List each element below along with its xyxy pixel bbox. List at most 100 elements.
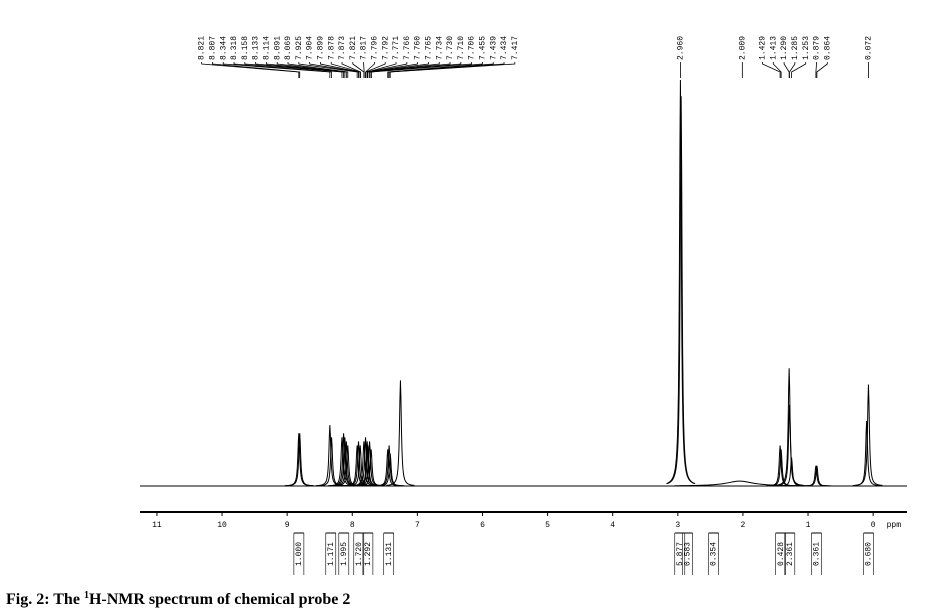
- peak: [386, 380, 415, 486]
- x-tick-label: 4: [610, 521, 615, 530]
- peak-label: 7.417: [511, 36, 520, 60]
- peak-label-connector: [244, 62, 343, 78]
- peak-label-connector: [222, 62, 331, 78]
- integral-label: 2.361: [786, 542, 795, 566]
- peak-label-connector: [266, 62, 346, 78]
- peak-label: 8.069: [284, 36, 293, 60]
- integral-label: 1.000: [295, 542, 304, 566]
- peak-label: 7.792: [381, 36, 390, 60]
- peak-label-connector: [298, 62, 358, 78]
- x-tick-label: 0: [871, 521, 876, 530]
- x-tick-label: 3: [675, 521, 680, 530]
- peak-label: 8.091: [273, 36, 282, 60]
- integral-label: 0.354: [710, 542, 719, 566]
- peak-label-connector: [212, 62, 301, 78]
- x-tick-label: 6: [480, 521, 485, 530]
- peak-label: 7.760: [414, 36, 423, 60]
- peak-label: 0.864: [823, 36, 832, 60]
- caption: Fig. 2: The 1H-NMR spectrum of chemical …: [6, 590, 350, 608]
- peak-label-connector: [320, 62, 360, 78]
- peak-label-connector: [276, 62, 347, 78]
- x-tick-label: 1: [806, 521, 811, 530]
- peak-label: 8.114: [263, 36, 272, 60]
- peak-label: 7.796: [371, 36, 380, 60]
- peak-label: 7.821: [349, 36, 358, 60]
- integral-label: 0.680: [865, 542, 874, 566]
- peak-label: 7.904: [306, 36, 315, 60]
- peak-label: 8.344: [219, 36, 228, 60]
- peak-label-connector: [233, 62, 332, 78]
- peak-label-connector: [389, 62, 516, 78]
- peak-label: 0.879: [813, 36, 822, 60]
- peak-label: 1.429: [759, 36, 768, 60]
- peak-label-connector: [815, 62, 817, 78]
- peak: [767, 449, 796, 487]
- integral-label: 1.292: [364, 542, 373, 566]
- peak-label: 8.158: [241, 36, 250, 60]
- integral-label: 0.361: [813, 542, 822, 566]
- peak-label-connector: [201, 62, 300, 78]
- peak-label-connector: [387, 62, 483, 78]
- x-tick-label: 10: [217, 521, 227, 530]
- peak-label-connector: [783, 62, 790, 78]
- peak-label: 1.413: [769, 36, 778, 60]
- peak-label: 7.878: [327, 36, 336, 60]
- peak-label: 0.072: [865, 36, 874, 60]
- peak-label: 7.434: [500, 36, 509, 60]
- integral-label: 1.131: [385, 542, 394, 566]
- peak-label: 7.925: [295, 36, 304, 60]
- x-tick-label: 2: [741, 521, 746, 530]
- peak-label: 7.730: [446, 36, 455, 60]
- peak-label: 7.455: [479, 36, 488, 60]
- integral-label: 1.995: [340, 542, 349, 566]
- x-tick-label: 11: [152, 521, 162, 530]
- peak-label: 1.253: [802, 36, 811, 60]
- peak-label-connector: [365, 62, 386, 78]
- peak-label-connector: [255, 62, 345, 78]
- x-tick-label: 8: [350, 521, 355, 530]
- peak-label-connector: [816, 62, 828, 78]
- peak-label: 7.734: [435, 36, 444, 60]
- peak-label: 1.285: [791, 36, 800, 60]
- x-unit-label: ppm: [887, 521, 902, 530]
- peak-label-connector: [762, 62, 781, 78]
- peak-label: 8.807: [209, 36, 218, 60]
- caption-rest: H-NMR spectrum of chemical probe 2: [89, 591, 350, 608]
- peak-label: 2.960: [677, 36, 686, 60]
- peak-label: 7.706: [468, 36, 477, 60]
- x-tick-label: 5: [545, 521, 550, 530]
- x-tick-label: 7: [415, 521, 420, 530]
- peak-label-connector: [341, 62, 361, 78]
- peak-label: 7.439: [489, 36, 498, 60]
- caption-superscript: 1: [84, 590, 89, 601]
- peak-label-connector: [371, 62, 473, 78]
- peak-label: 7.899: [317, 36, 326, 60]
- peak-label: 8.821: [198, 36, 207, 60]
- peak-label-connector: [791, 62, 807, 78]
- peak: [802, 465, 831, 487]
- integral-label: 1.720: [355, 542, 364, 566]
- integral-label: 0.428: [777, 542, 786, 566]
- peak: [285, 433, 314, 487]
- peak: [777, 457, 806, 487]
- peak-label-connector: [369, 62, 451, 78]
- peak-label: 7.766: [403, 36, 412, 60]
- peak: [376, 453, 405, 487]
- peak-label: 8.133: [252, 36, 261, 60]
- peak-label-connector: [363, 62, 365, 78]
- peak: [666, 96, 696, 485]
- peak-label: 1.290: [780, 36, 789, 60]
- peak-label: 7.710: [457, 36, 466, 60]
- peak-label-connector: [367, 62, 429, 78]
- peak-label-connector: [287, 62, 349, 78]
- integral-label: 1.171: [327, 542, 336, 566]
- peak-label: 7.873: [338, 36, 347, 60]
- peak-label: 7.771: [392, 36, 401, 60]
- caption-prefix: Fig. 2: The: [6, 591, 84, 608]
- integral-label: 5.877: [676, 542, 685, 566]
- peak: [854, 384, 883, 486]
- peak-label: 8.318: [230, 36, 239, 60]
- peak-label: 7.817: [360, 36, 369, 60]
